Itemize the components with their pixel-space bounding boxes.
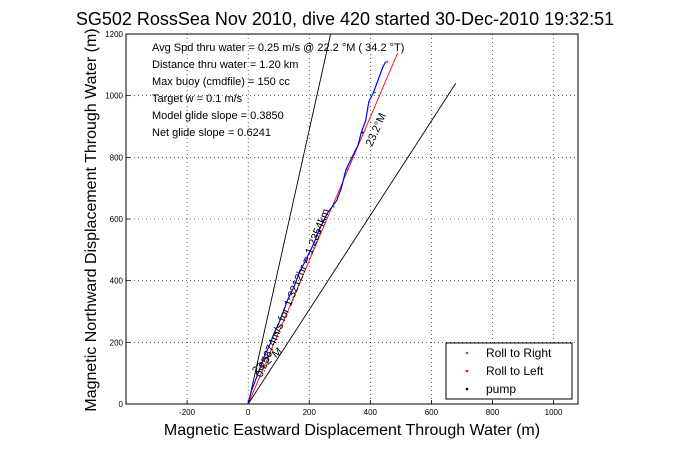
x-tick-label: 200	[303, 408, 317, 417]
series-line-glide-bound-steep	[247, 33, 332, 405]
legend-marker-roll-right	[465, 351, 469, 355]
marker-roll-right	[373, 91, 376, 94]
chart-title: SG502 RossSea Nov 2010, dive 420 started…	[76, 9, 614, 29]
y-tick-label: 1000	[105, 92, 123, 101]
info-line: Max buoy (cmdfile) = 150 cc	[152, 76, 290, 88]
legend-label-pump: pump	[486, 382, 516, 396]
marker-pump	[274, 332, 277, 335]
x-tick-label: 400	[364, 408, 378, 417]
marker-roll-left	[305, 261, 308, 264]
x-tick-label: 0	[246, 408, 251, 417]
info-line: Target w = 0.1 m/s	[152, 93, 243, 105]
series-line-heading-line	[247, 52, 399, 405]
legend: Roll to Right Roll to Left pump	[445, 342, 573, 400]
marker-roll-right	[288, 298, 291, 301]
legend-label-roll-right: Roll to Right	[486, 346, 552, 360]
legend-marker-roll-left	[465, 369, 469, 373]
marker-roll-right	[248, 403, 251, 405]
x-tick-label: 600	[425, 408, 439, 417]
info-line: Net glide slope = 0.6241	[152, 127, 271, 139]
legend-label-roll-left: Roll to Left	[486, 364, 544, 378]
info-line: Avg Spd thru water = 0.25 m/s @ 22.2 °M …	[152, 42, 404, 54]
grid	[126, 33, 578, 405]
marker-roll-left	[346, 168, 349, 171]
marker-pump	[318, 230, 321, 233]
x-tick-label: -200	[179, 408, 196, 417]
series-line-track	[247, 61, 387, 405]
tick-labels: -200 0 200 400 600 800 1000 0 200 400 600 800 1000 12…	[105, 30, 563, 417]
marker-roll-left	[386, 60, 389, 63]
series-lines	[247, 33, 457, 405]
marker-roll-left	[260, 366, 263, 368]
y-tick-label: 1200	[105, 30, 123, 39]
legend-marker-pump	[465, 387, 469, 391]
x-tick-label: 1000	[545, 408, 563, 417]
info-line: Model glide slope = 0.3850	[152, 110, 284, 122]
x-axis-label: Magnetic Eastward Displacement Through W…	[164, 422, 540, 439]
x-tick-label: 800	[486, 408, 500, 417]
y-tick-label: 800	[110, 153, 124, 162]
info-line: Distance thru water = 1.20 km	[152, 59, 298, 71]
y-tick-label: 200	[110, 338, 124, 347]
y-tick-label: 400	[110, 277, 124, 286]
y-axis-label: Magnetic Northward Displacement Through …	[83, 28, 100, 411]
series-line-glide-bound-shallow	[247, 83, 457, 405]
marker-roll-right	[332, 205, 335, 208]
info-text-block: Avg Spd thru water = 0.25 m/s @ 22.2 °M …	[152, 42, 404, 139]
y-tick-label: 600	[110, 215, 124, 224]
y-tick-label: 0	[119, 400, 124, 409]
marker-pump	[361, 131, 364, 134]
